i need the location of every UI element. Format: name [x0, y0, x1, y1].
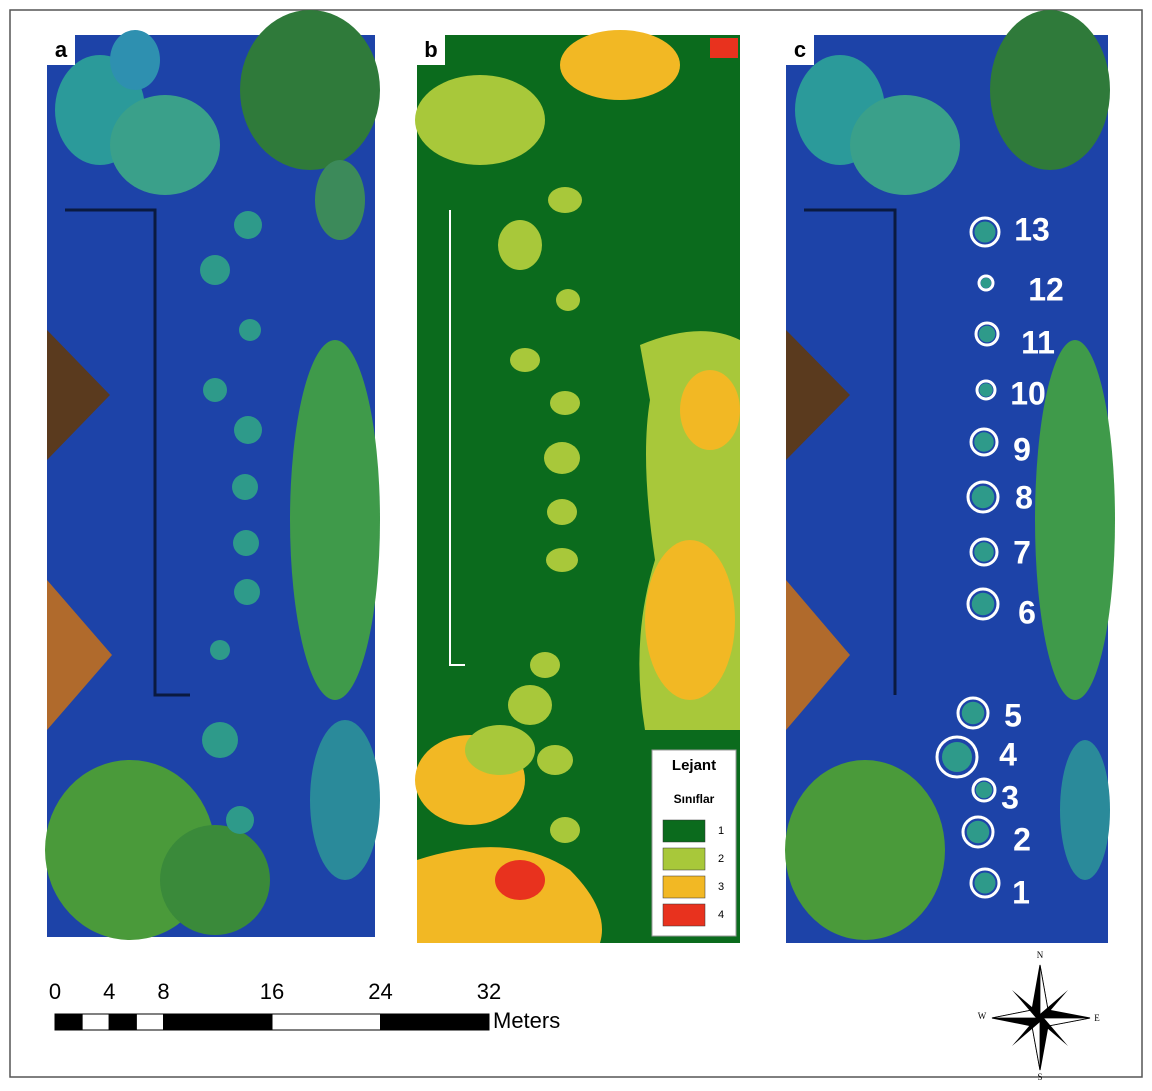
scale-segment: [164, 1014, 273, 1030]
tree-crown: [974, 542, 994, 562]
tree-label: 6: [1018, 594, 1036, 630]
tree-crown: [979, 383, 993, 397]
tree-label: 4: [999, 736, 1017, 772]
tree-label: 5: [1004, 697, 1022, 733]
legend-swatch: [663, 904, 705, 926]
scale-tick-label: 24: [368, 979, 392, 1004]
tree-crown: [972, 593, 995, 616]
compass-east: E: [1094, 1013, 1100, 1023]
legend-title: Lejant: [672, 757, 716, 774]
tree-crown: [975, 873, 996, 894]
tree-label: 11: [1021, 324, 1055, 360]
figure: Lejant Sınıflar 1234 13121110987654321 a…: [0, 0, 1152, 1086]
scale-tick-label: 4: [103, 979, 115, 1004]
panel-label: b: [424, 37, 437, 62]
compass-west: W: [978, 1011, 987, 1021]
scale-segment: [381, 1014, 490, 1030]
scale-tick-label: 16: [260, 979, 284, 1004]
legend-label: 2: [718, 853, 724, 865]
tree-crown: [981, 278, 992, 289]
tree-crown: [967, 821, 990, 844]
legend-subtitle: Sınıflar: [674, 792, 715, 806]
compass-north: N: [1037, 950, 1044, 960]
tree-label: 8: [1015, 479, 1033, 515]
panel-c-image: [785, 10, 1115, 943]
scale-segment: [109, 1014, 136, 1030]
tree-label: 12: [1028, 271, 1064, 307]
tree-label: 10: [1010, 375, 1046, 411]
legend-swatch: [663, 848, 705, 870]
scale-segment: [55, 1014, 82, 1030]
tree-crown: [942, 742, 972, 772]
tree-crown: [975, 222, 996, 243]
legend-swatch: [663, 820, 705, 842]
tree-label: 7: [1013, 534, 1031, 570]
panel-label: c: [794, 37, 806, 62]
tree-label: 3: [1001, 779, 1019, 815]
scale-unit: Meters: [493, 1008, 560, 1033]
scale-tick-label: 32: [477, 979, 501, 1004]
scale-segment: [82, 1014, 109, 1030]
scale-segment: [272, 1014, 381, 1030]
legend-swatch: [663, 876, 705, 898]
tree-crown: [972, 486, 995, 509]
scale-tick-label: 0: [49, 979, 61, 1004]
scale-tick-label: 8: [157, 979, 169, 1004]
tree-crown: [979, 326, 996, 343]
tree-crown: [976, 782, 993, 799]
legend-label: 1: [718, 825, 724, 837]
tree-label: 9: [1013, 431, 1031, 467]
scale-segment: [136, 1014, 163, 1030]
legend-label: 4: [718, 909, 724, 921]
panel-a-image: [45, 10, 380, 940]
compass-south: S: [1037, 1072, 1042, 1082]
tree-label: 1: [1012, 874, 1030, 910]
tree-crown: [962, 702, 985, 725]
tree-label: 2: [1013, 821, 1031, 857]
tree-crown: [974, 432, 994, 452]
tree-label: 13: [1014, 211, 1050, 247]
panel-label: a: [55, 37, 68, 62]
legend-label: 3: [718, 881, 724, 893]
